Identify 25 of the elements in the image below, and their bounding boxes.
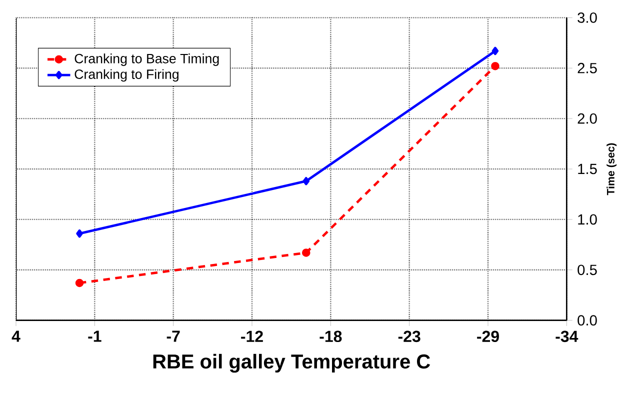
legend-label: Cranking to Firing (74, 69, 178, 82)
y-axis-title: Time (sec) (606, 143, 617, 196)
y-tick-label: 2.0 (578, 113, 597, 124)
y-tick-label: 1.5 (578, 164, 597, 174)
x-tick-label: -23 (398, 330, 420, 342)
point (76, 229, 83, 238)
point (302, 176, 310, 186)
x-tick-label: -7 (166, 330, 180, 342)
point (75, 278, 84, 288)
x-tick-label: 4 (12, 330, 20, 342)
x-axis-title: RBE oil galley Temperature C (153, 354, 430, 373)
y-tick-label: 2.5 (578, 62, 597, 74)
legend-label: Cranking to Base Timing (74, 54, 219, 66)
x-tick-label: -18 (320, 330, 342, 342)
x-tick-label: -29 (477, 330, 499, 342)
x-tick-label: -12 (241, 330, 263, 342)
y-tick-label: 1.0 (578, 214, 597, 225)
y-tick-label: 0.0 (578, 315, 597, 326)
y-tick-label: 0.5 (578, 264, 597, 276)
point (491, 62, 500, 70)
x-tick-label: -1 (88, 330, 102, 342)
point (492, 46, 499, 56)
y-tick-label: 3.0 (578, 12, 597, 23)
point (302, 248, 310, 257)
x-tick-label: -34 (556, 330, 578, 342)
